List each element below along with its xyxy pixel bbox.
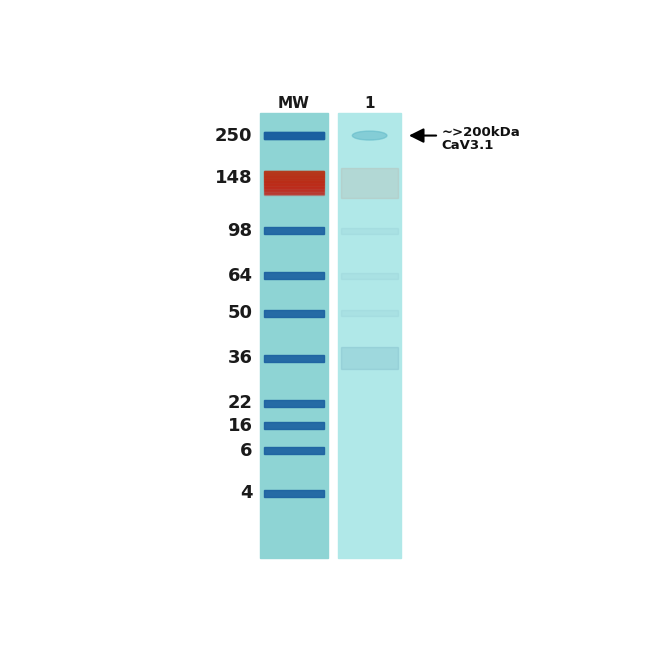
Text: 50: 50	[227, 304, 252, 322]
Bar	[341, 346, 398, 369]
Text: 6: 6	[240, 442, 252, 460]
Text: 16: 16	[227, 417, 252, 435]
Bar	[264, 132, 324, 139]
Text: 22: 22	[227, 395, 252, 412]
Bar	[260, 113, 328, 558]
Text: 1: 1	[364, 96, 374, 111]
Text: 98: 98	[227, 222, 252, 240]
Text: 64: 64	[227, 266, 252, 285]
Bar	[264, 447, 324, 454]
Text: 36: 36	[227, 349, 252, 367]
Bar	[341, 168, 398, 198]
Text: 4: 4	[240, 484, 252, 502]
Bar	[264, 490, 324, 497]
Bar	[341, 227, 398, 233]
Bar	[264, 272, 324, 280]
Text: ~>200kDa: ~>200kDa	[441, 125, 520, 138]
Ellipse shape	[352, 131, 387, 140]
Bar	[264, 355, 324, 362]
Bar	[264, 132, 324, 139]
Bar	[264, 227, 324, 234]
Text: 250: 250	[215, 127, 252, 144]
Text: MW: MW	[278, 96, 310, 111]
Bar	[338, 113, 401, 558]
Bar	[264, 400, 324, 407]
Bar	[341, 310, 398, 317]
Bar	[264, 310, 324, 317]
Bar	[341, 273, 398, 279]
Text: 148: 148	[215, 169, 252, 187]
Bar	[264, 422, 324, 430]
Text: CaV3.1: CaV3.1	[441, 139, 494, 152]
